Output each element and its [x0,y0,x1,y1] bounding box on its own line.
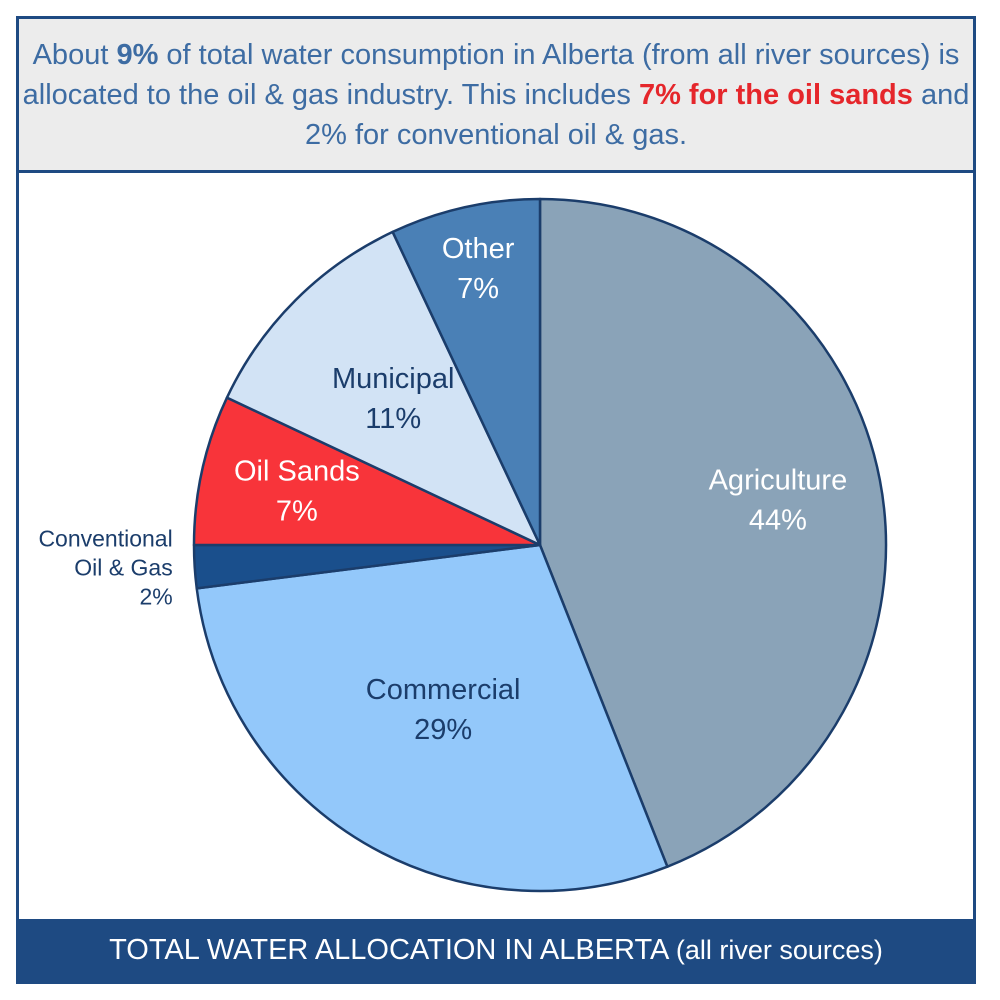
slice-label-municipal: Municipal 11% [332,363,455,435]
slice-label-other: Other 7% [442,233,515,305]
pie-slice-oil-sands [192,396,542,547]
pie-slice-other [391,197,542,547]
footer-title-bar: TOTAL WATER ALLOCATION IN ALBERTA (all r… [19,919,973,981]
pie-slice-municipal [225,230,542,547]
slice-label-oil-sands: Oil Sands 7% [234,456,360,528]
slice-label-conventional-oil-gas: Conventional Oil & Gas 2% [38,526,172,610]
header-caption: About 9% of total water consumption in A… [19,19,973,173]
caption-part-1: About [32,39,117,71]
slice-label-agriculture: Agriculture 44% [709,465,848,537]
pie-labels: Agriculture 44% Commercial 29% Conventional O… [38,233,847,746]
caption-part-5: and 2% for conventional oil & gas. [304,79,970,151]
caption-highlight-oil-sands: 7% for the oil sands [638,79,913,111]
footer-subtitle: (all river sources) [675,935,883,965]
caption-part-3: of total water consumption in Alberta (f… [22,39,960,111]
caption-highlight-9pct: 9% [116,39,159,71]
pie-slice-agriculture [538,197,888,868]
footer-title: TOTAL WATER ALLOCATION IN ALBERTA [109,934,668,966]
pie-slices [192,197,888,893]
slice-label-commercial: Commercial 29% [366,674,521,746]
pie-slice-commercial [195,543,669,893]
